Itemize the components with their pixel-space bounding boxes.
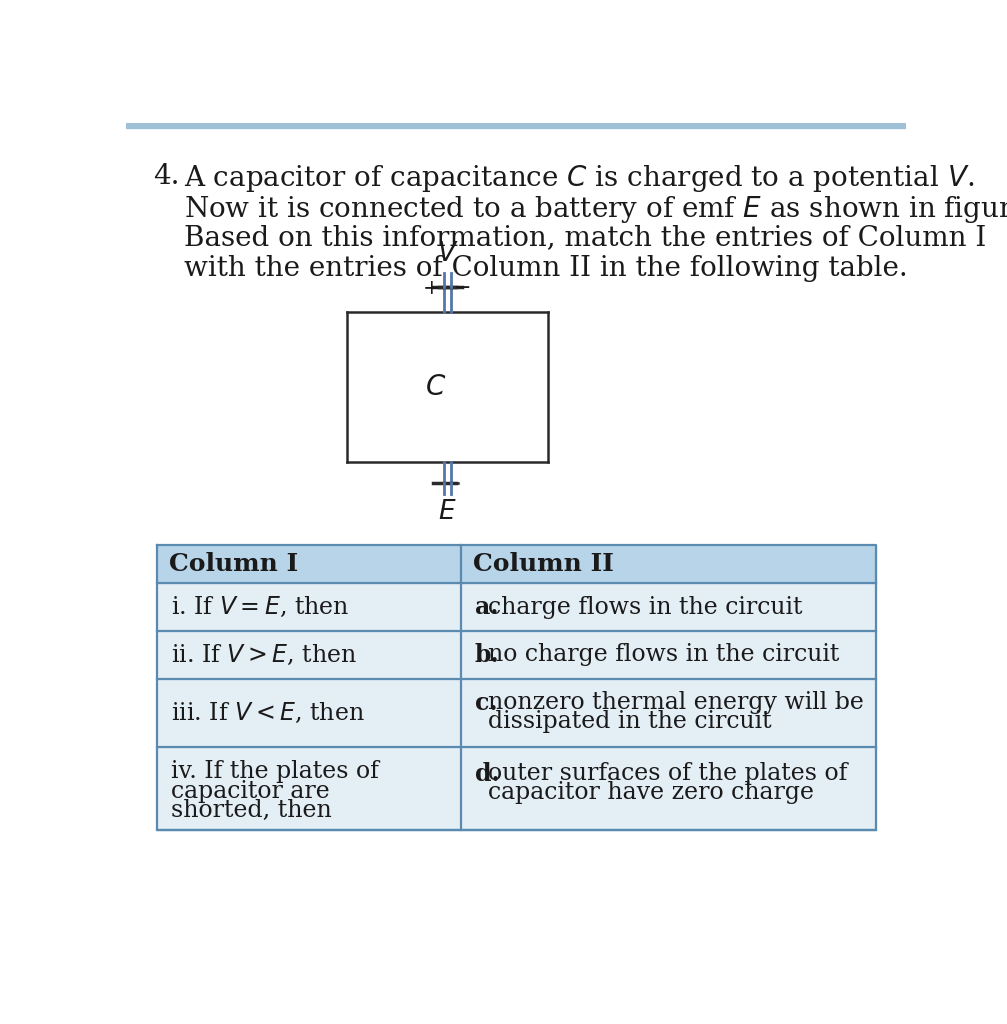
Text: $V$: $V$ <box>437 241 458 267</box>
Text: nonzero thermal energy will be: nonzero thermal energy will be <box>488 691 864 714</box>
Text: $C$: $C$ <box>425 373 446 400</box>
Text: with the entries of Column II in the following table.: with the entries of Column II in the fol… <box>184 255 907 283</box>
Text: no charge flows in the circuit: no charge flows in the circuit <box>488 643 840 667</box>
Text: Now it is connected to a battery of emf $E$ as shown in figure.: Now it is connected to a battery of emf … <box>184 194 1007 224</box>
Text: +: + <box>423 279 441 298</box>
Bar <box>157 631 876 679</box>
Text: capacitor are: capacitor are <box>171 779 329 803</box>
Text: iii. If $V < E$, then: iii. If $V < E$, then <box>171 700 365 725</box>
Text: Column I: Column I <box>169 552 298 577</box>
Text: $E$: $E$ <box>438 499 457 524</box>
Text: capacitor have zero charge: capacitor have zero charge <box>488 781 815 804</box>
Text: A capacitor of capacitance $C$ is charged to a potential $V$.: A capacitor of capacitance $C$ is charge… <box>184 163 975 194</box>
Text: Column II: Column II <box>473 552 614 577</box>
Text: −: − <box>454 279 471 298</box>
Text: i. If $V = E$, then: i. If $V = E$, then <box>171 595 349 620</box>
Text: iv. If the plates of: iv. If the plates of <box>171 761 379 783</box>
Text: outer surfaces of the plates of: outer surfaces of the plates of <box>488 762 848 785</box>
Text: charge flows in the circuit: charge flows in the circuit <box>488 596 803 618</box>
Text: c.: c. <box>474 691 497 715</box>
Bar <box>157 584 876 631</box>
Bar <box>157 746 876 829</box>
Bar <box>126 123 906 128</box>
Text: dissipated in the circuit: dissipated in the circuit <box>488 711 772 733</box>
Text: b.: b. <box>474 643 499 667</box>
Bar <box>157 679 876 746</box>
Text: d.: d. <box>474 762 499 786</box>
Text: a.: a. <box>474 595 498 620</box>
Text: shorted, then: shorted, then <box>171 799 331 822</box>
Text: Based on this information, match the entries of Column I: Based on this information, match the ent… <box>184 224 986 252</box>
Text: 4.: 4. <box>153 163 179 189</box>
Text: ii. If $V > E$, then: ii. If $V > E$, then <box>171 643 356 667</box>
Bar <box>157 545 876 584</box>
